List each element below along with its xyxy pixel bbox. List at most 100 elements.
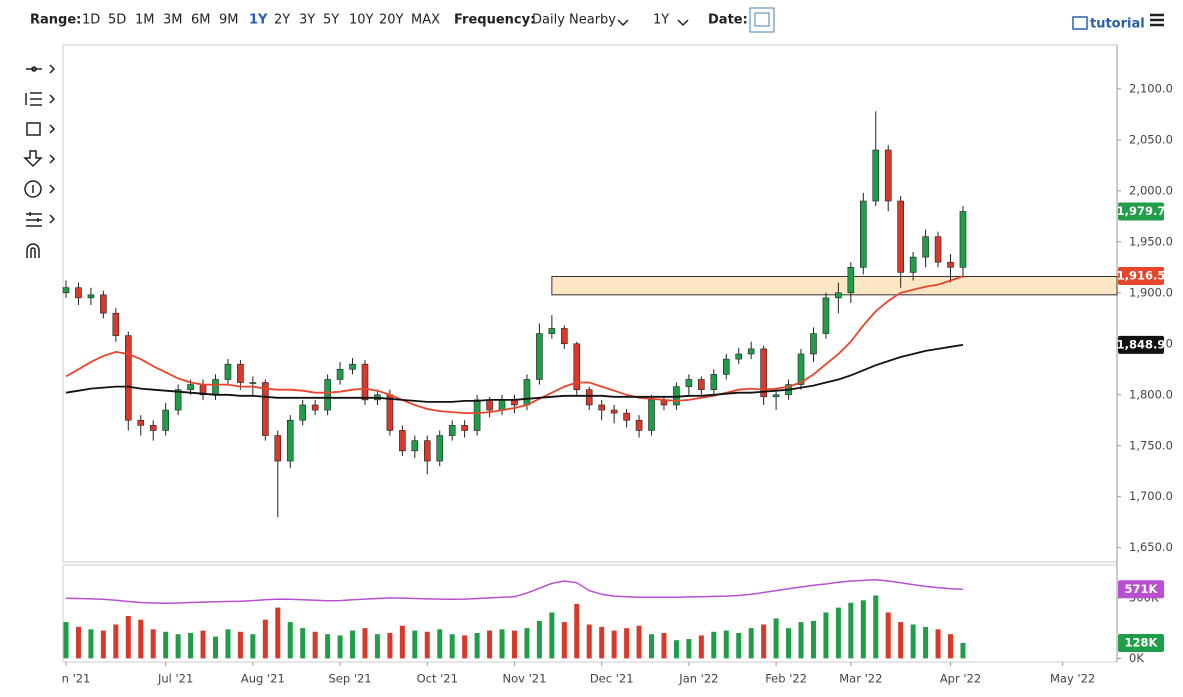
volume-bar (237, 631, 243, 659)
volume-bar (848, 602, 854, 659)
date-label: Date: (708, 13, 748, 28)
volume-bar (374, 634, 380, 659)
candle-body (137, 419, 145, 426)
moving-average-label: 1,916.5 (1117, 268, 1166, 282)
candle-body (897, 200, 904, 273)
frequency-label: Frequency: (454, 13, 535, 28)
x-tick-label: Oct '21 (417, 672, 458, 686)
volume-bar (412, 630, 418, 659)
candle-body (212, 379, 219, 396)
range-button[interactable]: 6M (191, 13, 211, 28)
range-button[interactable]: 2Y (274, 13, 290, 28)
candle-body (698, 379, 705, 390)
volume-bar (424, 631, 430, 659)
tool-measure[interactable] (26, 212, 56, 227)
x-tick-label: Jan '22 (678, 672, 718, 686)
candle-body (262, 382, 269, 436)
volume-bar (649, 634, 655, 659)
tool-note[interactable] (24, 180, 42, 198)
range-button[interactable]: 9M (219, 13, 239, 28)
volume-bar (910, 624, 916, 659)
chevron[interactable] (677, 19, 689, 27)
tool-arrow[interactable] (23, 150, 56, 168)
candle-body (411, 440, 419, 452)
y-tick-label: 1,950.0 (1129, 234, 1173, 248)
volume-bar (387, 632, 393, 659)
candle-body (635, 419, 643, 431)
range-button[interactable]: 1M (135, 13, 155, 28)
candle-body (934, 236, 942, 263)
volume-bar (462, 635, 468, 659)
volume-bar (524, 628, 530, 659)
candle-body (598, 404, 605, 411)
candle-body (311, 404, 319, 411)
volume-bar (113, 624, 119, 659)
volume-bar (611, 630, 617, 659)
tool-line[interactable] (26, 64, 56, 74)
candle-body (162, 409, 169, 431)
candle-body (797, 353, 805, 385)
volume-bar (312, 631, 318, 659)
range-button[interactable]: 5D (108, 13, 126, 28)
volume-bar (561, 622, 567, 659)
candle-body (835, 292, 842, 299)
candle-body (187, 384, 194, 390)
candle-body (536, 333, 543, 380)
range-button[interactable]: 10Y (349, 13, 374, 28)
menu-button[interactable] (1150, 13, 1164, 27)
volume-bar (761, 624, 767, 659)
range-button[interactable]: 3Y (299, 13, 315, 28)
candle-body (62, 287, 70, 294)
chevron[interactable] (617, 19, 629, 27)
volume-bar (250, 634, 256, 659)
calendar-button[interactable] (749, 7, 775, 33)
y-tick-label: 1,750.0 (1129, 438, 1173, 452)
candle-body (249, 382, 257, 384)
volume-bar (661, 632, 667, 659)
y-tick-label: 1,900.0 (1129, 285, 1173, 299)
tool-magnet[interactable] (26, 243, 40, 258)
volume-bar (736, 632, 742, 659)
range-button[interactable]: 3M (163, 13, 183, 28)
volume-bar (100, 630, 106, 659)
moving-average-label-box (1118, 266, 1164, 285)
candle-body (461, 425, 468, 431)
range-button[interactable]: 1D (82, 13, 100, 28)
candle-body (448, 425, 456, 436)
range-button[interactable]: 20Y (379, 13, 404, 28)
volume-bar (860, 600, 866, 659)
tool-fib[interactable] (25, 92, 56, 106)
volume-bar (586, 624, 592, 659)
price-pane (62, 44, 1118, 563)
volume-bar (873, 595, 879, 659)
volume-tick-label: 0K (1129, 651, 1144, 665)
tool-rect[interactable] (26, 122, 56, 136)
frequency-select[interactable]: Daily Nearby (532, 13, 616, 28)
moving-average-label: 1,848.9 (1117, 337, 1166, 351)
range-button[interactable]: MAX (411, 13, 440, 28)
candle-body (922, 236, 929, 258)
volume-bar (300, 628, 306, 659)
candle-body (124, 335, 132, 421)
candle-body (561, 328, 568, 345)
range-button[interactable]: 1Y (249, 13, 268, 28)
range-button[interactable]: 5Y (323, 13, 339, 28)
volume-bar (898, 622, 904, 659)
volume-bar (748, 628, 754, 659)
candle-body (149, 425, 157, 431)
support-zone (551, 275, 1118, 296)
volume-bar (175, 634, 181, 659)
candle-body (735, 353, 743, 360)
period-select[interactable]: 1Y (653, 13, 669, 28)
volume-bar (225, 629, 231, 659)
candle-body (710, 374, 718, 390)
candle-body (224, 363, 232, 380)
candle-body (860, 200, 867, 268)
candle-body (909, 256, 917, 273)
volume-bar (350, 630, 356, 659)
volume-bar (960, 642, 966, 659)
candle-body (286, 419, 294, 462)
candle-body (872, 149, 880, 202)
range-label: Range: (30, 13, 81, 28)
tutorial-link[interactable]: tutorial (1090, 17, 1145, 32)
